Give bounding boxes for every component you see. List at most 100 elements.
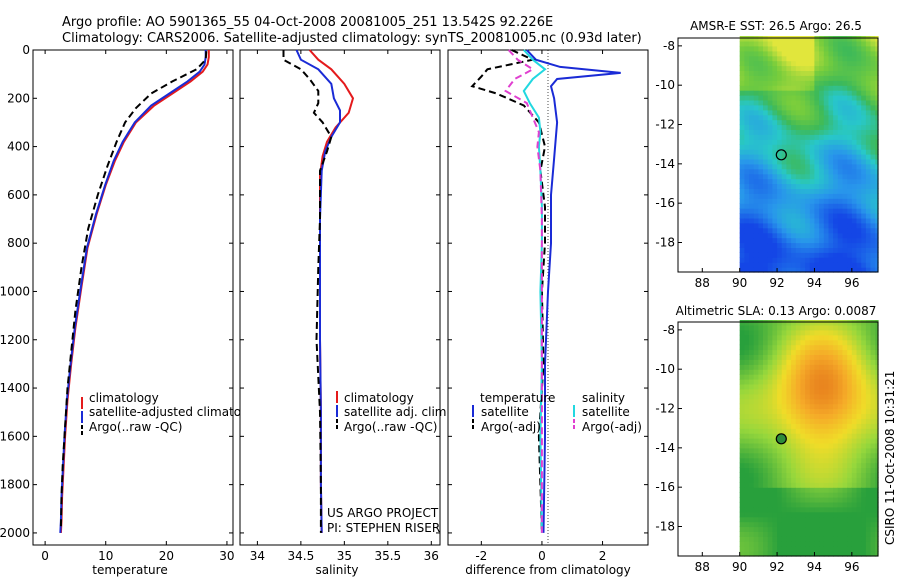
heatmap-cell (875, 393, 879, 400)
heatmap-cell (772, 80, 778, 86)
heatmap-cell (749, 232, 755, 239)
heatmap-cell (758, 119, 764, 126)
heatmap-cell (753, 492, 759, 498)
heatmap-cell (809, 104, 816, 111)
heatmap-cell (739, 536, 745, 542)
heatmap-cell (791, 95, 797, 101)
legend-climatology: climatology (89, 391, 159, 405)
heatmap-cell (875, 329, 879, 336)
heatmap-cell (842, 369, 848, 375)
heatmap-cell (786, 423, 792, 429)
heatmap-cell (833, 188, 839, 194)
heatmap-cell (805, 168, 811, 175)
heatmap-cell (851, 124, 858, 130)
heatmap-cell (791, 393, 797, 400)
difference-xlabel: difference from climatology (465, 563, 631, 577)
heatmap-cell (781, 482, 787, 488)
heatmap-cell (800, 320, 806, 326)
heatmap-cell (837, 339, 844, 346)
heatmap-cell (795, 541, 802, 547)
heatmap-cell (856, 339, 862, 346)
heatmap-cell (744, 50, 750, 57)
heatmap-cell (758, 158, 764, 165)
x-tick-label: 92 (769, 560, 784, 574)
heatmap-cell (823, 334, 830, 341)
heatmap-cell (786, 364, 792, 370)
heatmap-cell (856, 232, 862, 239)
heatmap-cell (809, 359, 816, 365)
heatmap-cell (753, 354, 759, 360)
heatmap-cell (870, 252, 876, 258)
x-tick-label: 35 (337, 549, 352, 563)
heatmap-cell (809, 452, 816, 459)
heatmap-cell (856, 379, 862, 385)
heatmap-cell (786, 178, 792, 185)
heatmap-cell (875, 55, 879, 62)
heatmap-cell (753, 134, 759, 140)
heatmap-cell (823, 442, 830, 449)
heatmap-cell (739, 344, 745, 351)
heatmap-cell (828, 129, 834, 135)
heatmap-cell (758, 173, 764, 180)
heatmap-cell (828, 383, 834, 390)
heatmap-cell (833, 497, 839, 503)
heatmap-cell (847, 154, 853, 160)
heatmap-cell (819, 267, 825, 273)
heatmap-cell (791, 506, 797, 513)
heatmap-cell (809, 129, 816, 135)
heatmap-cell (870, 208, 876, 214)
heatmap-cell (781, 75, 787, 81)
heatmap-cell (805, 442, 811, 449)
heatmap-cell (828, 227, 834, 234)
heatmap-cell (772, 267, 778, 273)
heatmap-cell (842, 144, 848, 150)
heatmap-cell (819, 60, 825, 67)
y-tick-label: 1400 (0, 381, 30, 395)
heatmap-cell (791, 247, 797, 253)
heatmap-cell (777, 99, 783, 106)
heatmap-cell (875, 511, 879, 518)
heatmap-cell (758, 104, 764, 111)
heatmap-cell (809, 487, 816, 493)
heatmap-cell (805, 242, 811, 248)
heatmap-cell (861, 183, 867, 189)
heatmap-cell (847, 45, 853, 52)
heatmap-cell (758, 413, 764, 419)
heatmap-cell (842, 546, 848, 552)
heatmap-cell (865, 447, 872, 454)
heatmap-cell (823, 492, 830, 498)
heatmap-cell (781, 536, 787, 542)
heatmap-cell (861, 344, 867, 351)
series-line-salinity-argo-adj- (504, 49, 543, 533)
heatmap-cell (875, 168, 879, 175)
heatmap-cell (851, 227, 858, 234)
heatmap-cell (851, 90, 858, 96)
heatmap-cell (823, 457, 830, 464)
heatmap-cell (823, 467, 830, 473)
heatmap-cell (763, 80, 769, 86)
heatmap-cell (786, 497, 792, 503)
heatmap-cell (837, 521, 844, 528)
heatmap-cell (814, 45, 820, 52)
heatmap-cell (814, 109, 820, 116)
heatmap-cell (739, 526, 745, 532)
heatmap-cell (763, 526, 769, 532)
heatmap-cell (847, 393, 853, 400)
heatmap-cell (814, 398, 820, 405)
heatmap-cell (805, 511, 811, 518)
heatmap-cell (767, 149, 773, 155)
heatmap-cell (786, 526, 792, 532)
heatmap-cell (767, 374, 773, 380)
heatmap-cell (795, 329, 802, 336)
heatmap-cell (763, 109, 769, 116)
heatmap-cell (786, 369, 792, 375)
heatmap-cell (767, 173, 773, 180)
heatmap-cell (777, 208, 783, 214)
heatmap-cell (837, 262, 844, 268)
heatmap-cell (870, 477, 876, 483)
heatmap-cell (763, 329, 769, 336)
heatmap-cell (744, 374, 750, 380)
heatmap-cell (795, 247, 802, 253)
heatmap-cell (786, 403, 792, 410)
heatmap-cell (767, 129, 773, 135)
